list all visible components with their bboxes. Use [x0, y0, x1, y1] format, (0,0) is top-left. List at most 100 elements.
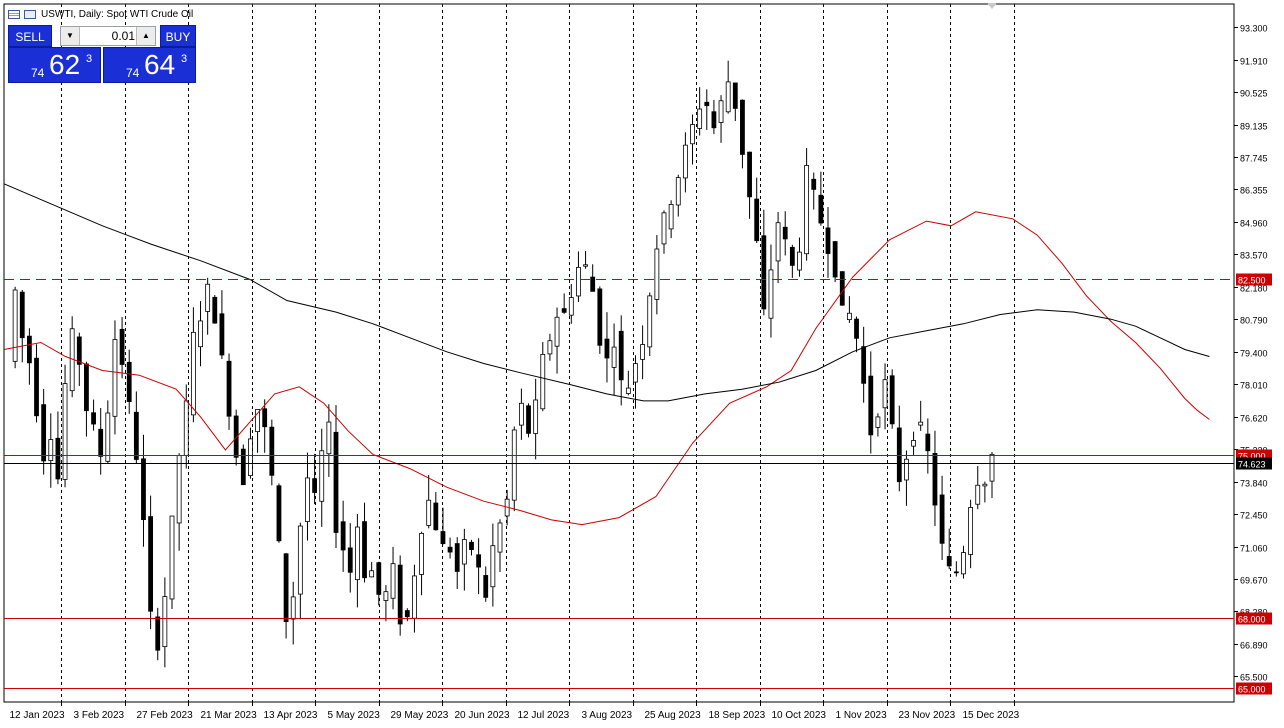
moving-average-line [3, 211, 1210, 526]
y-tick-label: 78.010 [1240, 381, 1268, 391]
candle-body [212, 296, 218, 324]
candle [412, 564, 417, 633]
candle [961, 545, 966, 579]
candle-body [882, 379, 888, 409]
candle-body [804, 165, 810, 255]
candle [640, 325, 646, 380]
candle-body [540, 353, 546, 410]
candle-body [333, 431, 339, 533]
x-tick-label: 27 Feb 2023 [137, 710, 194, 721]
candle-body [48, 439, 54, 461]
candle [297, 522, 303, 620]
price-tag-label: 75.000 [1238, 452, 1266, 462]
candle-body [740, 99, 745, 155]
candle-body [419, 533, 424, 575]
decrease-quantity-icon[interactable]: ▼ [61, 27, 80, 45]
candle-body [269, 426, 275, 476]
candle [896, 405, 902, 492]
candle [212, 295, 218, 324]
buy-price-pip: 3 [181, 53, 188, 65]
x-tick-label: 21 Mar 2023 [201, 710, 258, 721]
increase-quantity-icon[interactable]: ▲ [136, 27, 155, 45]
moving-average-line [3, 183, 1210, 402]
sell-price-prefix: 74 [31, 66, 45, 80]
candle-body [12, 289, 18, 362]
candle-body [775, 222, 781, 262]
candle [276, 483, 282, 543]
x-tick-label: 1 Nov 2023 [836, 710, 888, 721]
candle [576, 251, 581, 302]
candle [404, 608, 410, 622]
chart-type-icon[interactable] [8, 10, 20, 19]
candle [198, 301, 203, 367]
candle [376, 561, 382, 606]
candle-body [526, 405, 531, 434]
candle-body [725, 81, 731, 113]
candle [426, 475, 432, 529]
quantity-input[interactable] [81, 28, 135, 44]
candle-body [797, 251, 802, 271]
candle-body [839, 271, 845, 306]
buy-price-box[interactable]: 74 64 3 [103, 47, 196, 83]
x-tick-label: 3 Feb 2023 [74, 710, 125, 721]
y-tick-label: 65.500 [1240, 673, 1268, 683]
y-tick-label: 79.400 [1240, 349, 1268, 359]
quantity-stepper[interactable]: ▼ ▲ [60, 26, 156, 46]
candle-body [176, 455, 182, 524]
candle-body [369, 570, 375, 578]
y-tick-label: 84.960 [1240, 219, 1268, 229]
y-tick-label: 66.890 [1240, 641, 1268, 651]
candle [661, 210, 667, 254]
candle [41, 388, 47, 475]
candle [290, 581, 296, 645]
candle-body [476, 554, 482, 568]
sell-price-box[interactable]: 74 62 3 [8, 47, 101, 83]
candle-body [412, 575, 417, 619]
candle [255, 409, 260, 453]
candle-body [732, 82, 738, 109]
x-tick-label: 15 Dec 2023 [963, 710, 1020, 721]
candle-body [633, 363, 638, 383]
chart-shift-marker-icon[interactable] [987, 3, 997, 9]
candle-body [55, 437, 61, 480]
one-click-trading-icon[interactable] [24, 10, 36, 19]
candle-body [576, 266, 581, 297]
y-tick-label: 93.300 [1240, 24, 1268, 34]
candle-body [583, 264, 588, 267]
candle-body [426, 499, 432, 526]
candle-body [597, 288, 603, 346]
sell-button[interactable]: SELL [8, 25, 52, 47]
candle [497, 519, 503, 572]
candle [326, 404, 332, 477]
x-tick-label: 23 Nov 2023 [899, 710, 956, 721]
x-tick-label: 25 Aug 2023 [645, 710, 702, 721]
candle-body [561, 308, 567, 313]
candle [861, 326, 867, 403]
candle-body [711, 111, 717, 129]
candle-body [661, 212, 667, 245]
candle [84, 361, 89, 437]
buy-button[interactable]: BUY [160, 25, 196, 47]
candle-body [747, 151, 752, 198]
y-tick-label: 83.570 [1240, 251, 1268, 261]
candle-body [62, 383, 68, 480]
candle [369, 561, 375, 578]
candle [982, 481, 988, 503]
candle [718, 95, 724, 143]
candle-body [148, 516, 154, 612]
x-tick-label: 5 May 2023 [328, 710, 381, 721]
candle-body [362, 521, 367, 579]
candle [126, 349, 132, 414]
candle [925, 418, 931, 474]
candle-body [675, 177, 681, 206]
candle-body [447, 546, 453, 553]
candle [854, 316, 859, 353]
candle-body [119, 328, 125, 365]
candle [76, 332, 82, 386]
candle-body [183, 400, 189, 456]
candle [825, 207, 831, 278]
chart-title: USWTI, Daily: Spot WTI Crude Oil [41, 9, 194, 20]
candle-body [190, 331, 196, 416]
candle-body [818, 194, 824, 224]
